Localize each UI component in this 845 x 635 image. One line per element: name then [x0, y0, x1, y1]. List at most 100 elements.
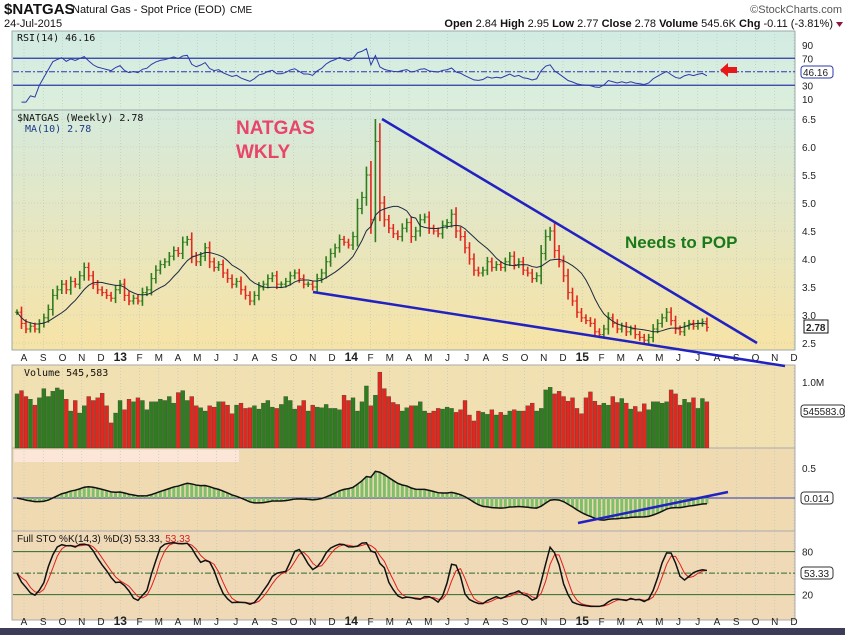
price-tick-label: 5.5	[802, 171, 816, 182]
x-tick-label: O	[59, 353, 67, 364]
volume-bar	[288, 400, 293, 449]
price-tick-label: 4.5	[802, 227, 816, 238]
volume-bar	[216, 401, 221, 449]
x-tick-label: A	[252, 617, 259, 628]
volume-tick-label: 1.0M	[802, 378, 824, 389]
volume-bar	[592, 400, 598, 449]
close-label: Close	[602, 18, 632, 30]
volume-bar	[135, 397, 141, 449]
volume-bar	[50, 391, 55, 449]
volume-bar	[534, 410, 539, 449]
volume-bar	[467, 414, 472, 449]
x-tick-label: 15	[576, 350, 590, 364]
x-tick-label: D	[97, 617, 104, 628]
volume-bar	[95, 397, 100, 449]
x-tick-label: O	[521, 617, 529, 628]
x-tick-label: A	[175, 353, 182, 364]
volume-bar	[14, 393, 20, 449]
volume-bar	[682, 399, 687, 449]
volume-bar	[489, 409, 495, 449]
volume-bar	[319, 407, 324, 449]
macd-line	[16, 470, 707, 521]
volume-bar	[427, 412, 432, 449]
volume-bar	[122, 409, 127, 449]
volume-bar	[395, 404, 400, 449]
low-value: 2.77	[577, 18, 598, 30]
volume-bar	[382, 388, 387, 449]
open-label: Open	[444, 18, 472, 30]
volume-bar	[350, 397, 356, 449]
x-tick-label: M	[155, 353, 163, 364]
volume-bar	[346, 400, 351, 449]
sto-tick-label: 20	[802, 591, 814, 602]
volume-bar	[637, 411, 642, 449]
x-tick-label: F	[367, 353, 373, 364]
x-tick-label: O	[752, 617, 760, 628]
volume-bar	[619, 398, 624, 449]
volume-bar	[704, 401, 710, 449]
volume-bar	[453, 412, 459, 449]
volume-bar	[198, 407, 203, 449]
volume-bar	[229, 413, 235, 449]
volume-bar	[301, 400, 306, 449]
volume-bar	[565, 400, 571, 449]
volume-bar	[126, 399, 132, 449]
volume-bar	[386, 396, 391, 449]
x-tick-label: A	[406, 353, 413, 364]
x-tick-label: A	[637, 617, 644, 628]
x-tick-label: D	[97, 353, 104, 364]
quote-summary: Open 2.84 High 2.95 Low 2.77 Close 2.78 …	[444, 18, 833, 30]
x-tick-label: A	[21, 617, 28, 628]
price-tick-label: 4.0	[802, 255, 816, 266]
x-tick-label: O	[521, 353, 529, 364]
volume-bar	[149, 401, 154, 449]
volume-bar	[628, 408, 633, 449]
x-tick-label: S	[40, 353, 47, 364]
volume-bar	[189, 396, 194, 449]
volume-bar	[695, 408, 701, 449]
price-last-value: 2.78	[806, 323, 826, 334]
x-tick-label: J	[445, 353, 450, 364]
x-tick-label: M	[655, 617, 663, 628]
x-tick-label: O	[59, 617, 67, 628]
volume-bar	[238, 402, 244, 449]
volume-bar	[256, 408, 262, 449]
volume-bar	[391, 402, 396, 449]
volume-bar	[310, 404, 315, 449]
volume-bar	[498, 412, 503, 449]
volume-bar	[28, 399, 33, 449]
volume-bar	[77, 412, 82, 449]
x-tick-label: F	[367, 617, 373, 628]
x-tick-label: F	[136, 353, 142, 364]
x-tick-label: A	[252, 353, 259, 364]
x-tick-label: N	[771, 353, 778, 364]
volume-bar	[539, 408, 544, 449]
macd-last-value: 0.014	[804, 494, 829, 505]
volume-bar	[207, 405, 212, 449]
price-panel	[11, 109, 796, 351]
volume-bar	[68, 410, 73, 449]
volume-bar	[691, 397, 696, 449]
x-tick-label: J	[214, 353, 219, 364]
price-tick-label: 3.0	[802, 311, 816, 322]
volume-bar	[512, 409, 517, 449]
x-tick-label: N	[540, 353, 547, 364]
x-tick-label: 14	[345, 614, 359, 628]
price-legend: $NATGAS (Weekly) 2.78	[17, 113, 143, 124]
volume-bar	[364, 385, 369, 449]
x-tick-label: 13	[114, 614, 128, 628]
x-tick-label: M	[655, 353, 663, 364]
volume-bar	[521, 410, 526, 449]
sto-legend: Full STO %K(14,3) %D(3) 53.33, 53.33	[17, 534, 191, 545]
x-tick-label: M	[193, 617, 201, 628]
volume-bar	[471, 420, 477, 449]
volume-bar	[462, 400, 468, 449]
volume-bar	[377, 371, 383, 449]
chg-value: -0.11 (-3.81%)	[764, 18, 834, 30]
rsi-last-value: 46.16	[803, 68, 828, 79]
volume-bar	[153, 401, 159, 449]
volume-bar	[32, 404, 38, 449]
sto-k-line	[16, 541, 708, 608]
volume-bar	[601, 402, 607, 449]
volume-bar	[131, 401, 136, 449]
